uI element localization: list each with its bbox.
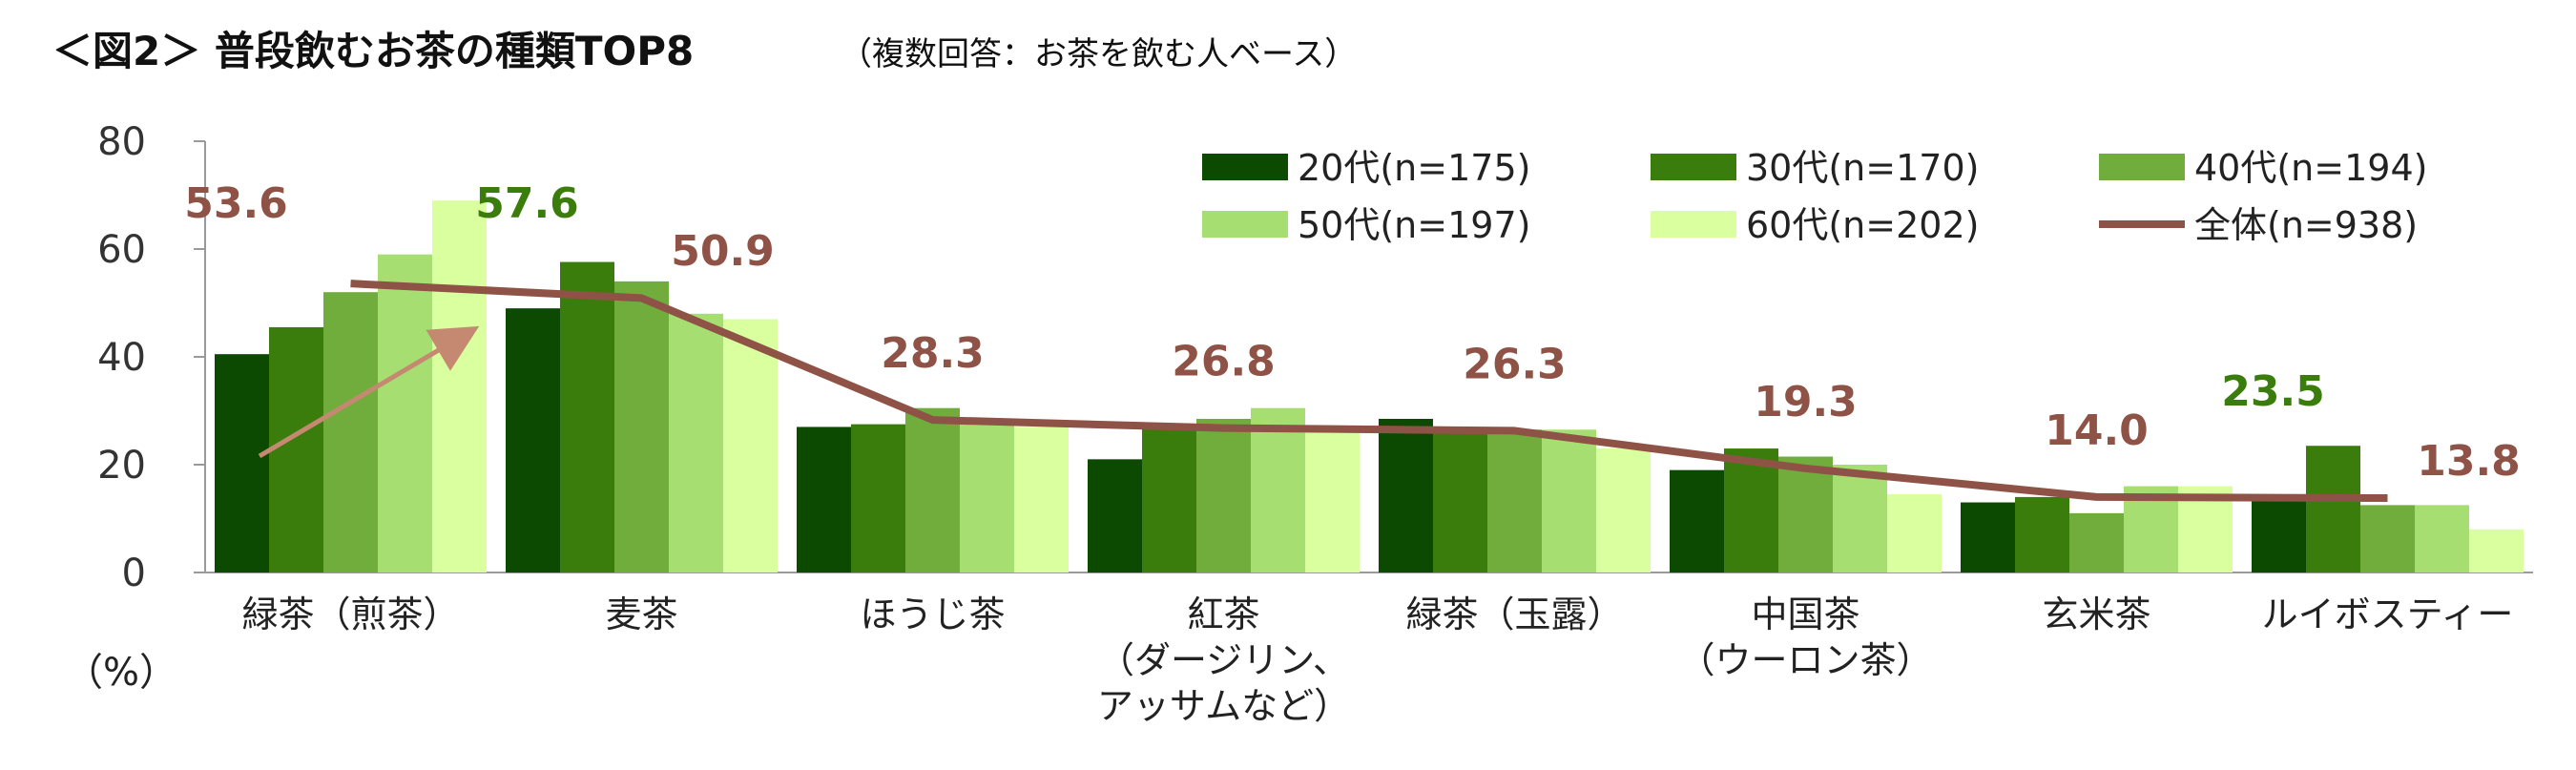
bar xyxy=(2306,446,2360,572)
bar xyxy=(2415,505,2469,572)
y-tick-label: 60 xyxy=(97,228,146,272)
y-unit-label: （%） xyxy=(65,651,177,695)
bar xyxy=(1142,427,1196,572)
legend: 20代(n=175) 30代(n=170) 40代(n=194) 50代(n=197)… xyxy=(1202,147,2427,246)
x-category-label: 紅茶 xyxy=(1187,593,1259,635)
bar xyxy=(2252,496,2306,572)
y-tick-label: 80 xyxy=(97,120,146,164)
bar xyxy=(378,254,432,572)
legend-label: 50代(n=197) xyxy=(1298,204,1530,246)
legend-label: 20代(n=175) xyxy=(1298,147,1530,189)
x-category-label: アッサムなど） xyxy=(1097,685,1350,727)
bar xyxy=(851,424,905,572)
bars xyxy=(215,200,2524,572)
legend-label: 30代(n=170) xyxy=(1746,147,1979,189)
data-label: 50.9 xyxy=(671,227,775,276)
data-label: 23.5 xyxy=(2221,367,2325,416)
x-category-label: （ダージリン、 xyxy=(1098,639,1349,681)
bar xyxy=(2360,505,2415,572)
chart-subtitle: （複数回答：お茶を飲む人ベース） xyxy=(840,35,1357,73)
x-category-label: 玄米茶 xyxy=(2042,593,2150,635)
bar xyxy=(2069,512,2124,572)
trend-arrow xyxy=(258,325,480,459)
data-label: 13.8 xyxy=(2417,437,2521,486)
x-category-label: 中国茶 xyxy=(1751,593,1859,635)
bar xyxy=(1014,427,1069,572)
x-category-label: 麦茶 xyxy=(605,593,677,635)
bar xyxy=(2469,529,2524,572)
data-label: 19.3 xyxy=(1754,378,1858,427)
bar xyxy=(432,200,487,572)
bar xyxy=(960,418,1014,572)
bar xyxy=(1887,494,1942,572)
bar xyxy=(1088,459,1142,572)
category-labels: 緑茶（煎茶） 麦茶 ほうじ茶 紅茶（ダージリン、アッサムなど） 緑茶（玉露） 中国茶（ウー… xyxy=(241,593,2513,727)
bar xyxy=(2015,496,2069,572)
bar xyxy=(797,427,851,572)
bar xyxy=(1487,429,1542,572)
legend-swatch xyxy=(1202,211,1288,238)
bar xyxy=(1305,427,1360,572)
bar xyxy=(1542,429,1596,572)
bar xyxy=(1596,448,1651,572)
bar xyxy=(560,261,614,572)
bar xyxy=(1961,502,2015,572)
x-category-label: 緑茶（煎茶） xyxy=(241,593,459,635)
bar xyxy=(1251,407,1305,572)
y-tick-label: 40 xyxy=(97,336,146,380)
bar xyxy=(1724,448,1778,572)
bar xyxy=(1670,469,1724,572)
bar xyxy=(215,354,269,572)
bar xyxy=(269,326,323,572)
bar xyxy=(506,308,560,572)
legend-swatch xyxy=(1202,154,1288,180)
bar xyxy=(1778,456,1833,572)
bar xyxy=(669,313,723,572)
legend-swatch xyxy=(1651,211,1736,238)
data-label: 14.0 xyxy=(2045,406,2149,455)
total-line xyxy=(350,280,2388,503)
legend-swatch xyxy=(1651,154,1736,180)
x-category-label: （ウーロン茶） xyxy=(1678,639,1932,681)
y-tick-label: 20 xyxy=(97,444,146,488)
x-category-label: ほうじ茶 xyxy=(860,593,1005,635)
data-label: 57.6 xyxy=(475,179,579,228)
data-label: 53.6 xyxy=(184,179,288,228)
bar xyxy=(723,319,778,572)
data-label: 28.3 xyxy=(881,329,985,378)
bar xyxy=(1379,418,1433,572)
x-category-label: ルイボスティー xyxy=(2262,593,2514,635)
bar xyxy=(614,281,669,572)
bar xyxy=(1433,432,1487,572)
legend-label: 40代(n=194) xyxy=(2194,147,2427,189)
bar xyxy=(1833,465,1887,572)
data-label: 26.3 xyxy=(1463,340,1567,388)
chart-title: ＜図2＞ 普段飲むお茶の種類TOP8 xyxy=(52,28,694,74)
legend-swatch xyxy=(2099,154,2185,180)
bar xyxy=(323,292,378,572)
x-category-label: 緑茶（玉露） xyxy=(1405,593,1623,635)
legend-label: 全体(n=938) xyxy=(2194,204,2418,246)
data-label: 26.8 xyxy=(1172,338,1276,386)
total-line-layer xyxy=(350,280,2388,503)
y-tick-label: 0 xyxy=(122,551,146,595)
bar xyxy=(905,407,960,572)
legend-label: 60代(n=202) xyxy=(1746,204,1979,246)
bar xyxy=(1196,418,1251,572)
data-labels: 53.6 57.6 50.9 28.3 26.8 26.3 19.3 14.0 23.5 13.8 xyxy=(184,179,2521,486)
